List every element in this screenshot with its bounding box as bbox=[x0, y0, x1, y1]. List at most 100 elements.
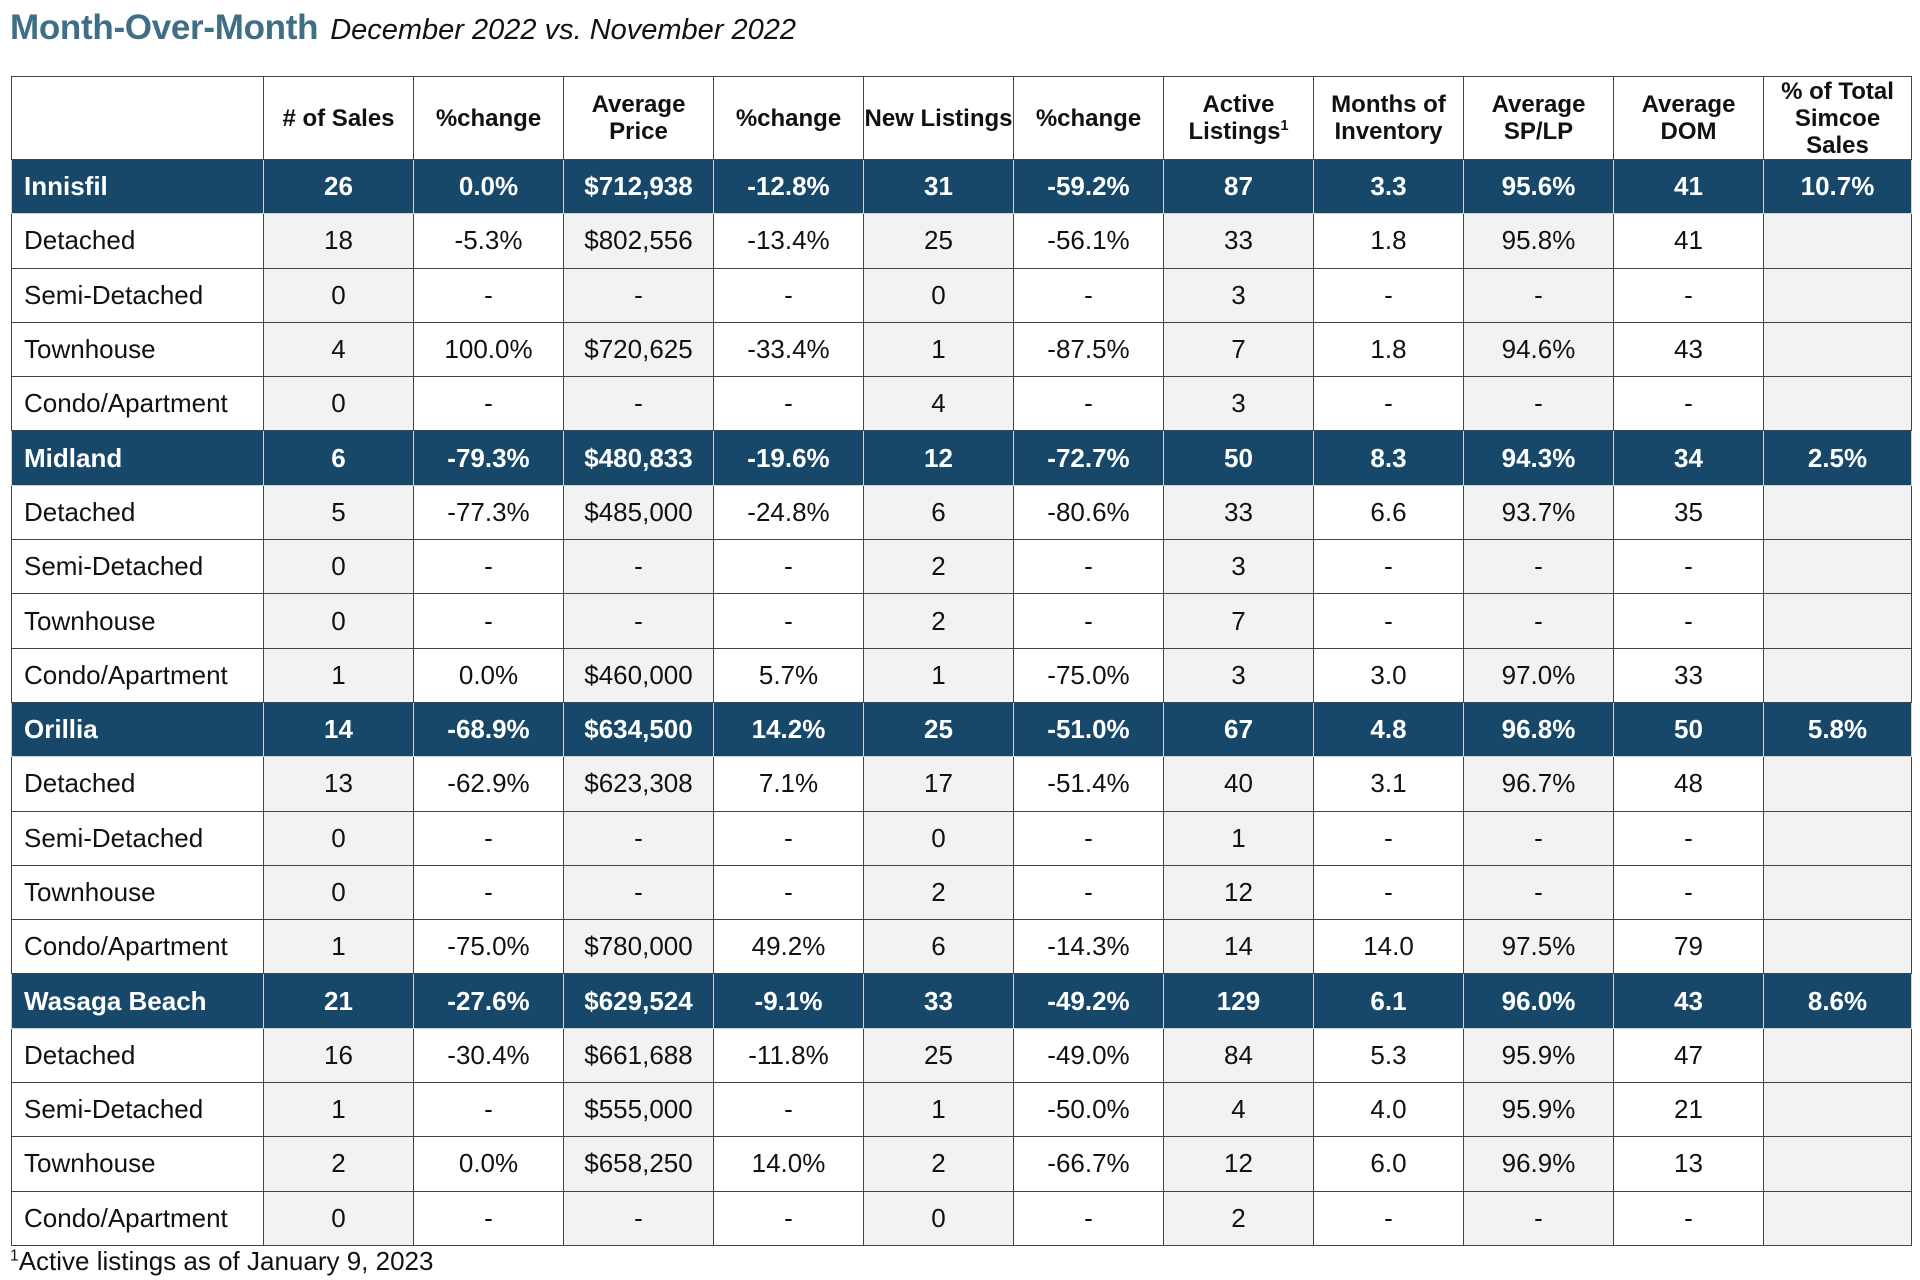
value-cell: 25 bbox=[863, 213, 1014, 269]
value-cell: - bbox=[1613, 267, 1764, 323]
value-cell: 25 bbox=[863, 1027, 1014, 1084]
area-value-cell: -9.1% bbox=[713, 973, 864, 1029]
value-cell: 94.6% bbox=[1463, 321, 1614, 378]
value-cell: 0 bbox=[263, 864, 414, 921]
value-cell: 0 bbox=[263, 267, 414, 323]
table-row: Townhouse 4 100.0% $720,625 -33.4% 1 -87.5% 7 1.… bbox=[11, 321, 1912, 378]
value-cell: $780,000 bbox=[563, 919, 714, 975]
area-value-cell: 8.6% bbox=[1763, 973, 1912, 1029]
value-cell: -51.4% bbox=[1013, 756, 1164, 812]
property-type-cell: Semi-Detached bbox=[11, 539, 264, 595]
area-value-cell: 34 bbox=[1613, 430, 1764, 486]
value-cell: 97.5% bbox=[1463, 919, 1614, 975]
area-value-cell: -72.7% bbox=[1013, 430, 1164, 486]
value-cell: 0.0% bbox=[413, 1136, 564, 1192]
area-name-cell: Wasaga Beach bbox=[11, 973, 264, 1029]
value-cell: - bbox=[713, 593, 864, 649]
value-cell: 21 bbox=[1613, 1082, 1764, 1138]
value-cell: 49.2% bbox=[713, 919, 864, 975]
value-cell: $485,000 bbox=[563, 484, 714, 541]
value-cell: - bbox=[1463, 810, 1614, 866]
value-cell: 3 bbox=[1163, 376, 1314, 432]
value-cell: - bbox=[713, 864, 864, 921]
value-cell: 2 bbox=[1163, 1190, 1314, 1247]
value-cell: 4.0 bbox=[1313, 1082, 1464, 1138]
value-cell: 0 bbox=[263, 593, 414, 649]
value-cell: 47 bbox=[1613, 1027, 1764, 1084]
value-cell: 12 bbox=[1163, 864, 1314, 921]
value-cell bbox=[1763, 1082, 1912, 1138]
area-value-cell: 67 bbox=[1163, 701, 1314, 758]
property-type-cell: Detached bbox=[11, 484, 264, 541]
value-cell: $658,250 bbox=[563, 1136, 714, 1192]
value-cell: 1 bbox=[263, 919, 414, 975]
value-cell: 17 bbox=[863, 756, 1014, 812]
value-cell: $802,556 bbox=[563, 213, 714, 269]
value-cell: 0 bbox=[263, 539, 414, 595]
area-row: Wasaga Beach 21 -27.6% $629,524 -9.1% 33 -49.2… bbox=[11, 973, 1912, 1029]
value-cell: - bbox=[713, 810, 864, 866]
value-cell: 0 bbox=[863, 1190, 1014, 1247]
area-value-cell: 96.8% bbox=[1463, 701, 1614, 758]
area-value-cell: $629,524 bbox=[563, 973, 714, 1029]
value-cell bbox=[1763, 321, 1912, 378]
column-header: Average SP/LP bbox=[1463, 76, 1614, 160]
value-cell: - bbox=[1613, 376, 1764, 432]
value-cell: 2 bbox=[863, 1136, 1014, 1192]
value-cell: 33 bbox=[1163, 484, 1314, 541]
area-value-cell: 129 bbox=[1163, 973, 1314, 1029]
value-cell: 95.9% bbox=[1463, 1027, 1614, 1084]
property-type-cell: Townhouse bbox=[11, 321, 264, 378]
property-type-cell: Semi-Detached bbox=[11, 810, 264, 866]
value-cell: -62.9% bbox=[413, 756, 564, 812]
value-cell: - bbox=[413, 864, 564, 921]
value-cell bbox=[1763, 1136, 1912, 1192]
value-cell: 3.1 bbox=[1313, 756, 1464, 812]
footnote-text: Active listings as of January 9, 2023 bbox=[18, 1246, 434, 1276]
value-cell bbox=[1763, 919, 1912, 975]
value-cell: - bbox=[1313, 810, 1464, 866]
value-cell: - bbox=[563, 864, 714, 921]
table-row: Detached 5 -77.3% $485,000 -24.8% 6 -80.6% 33 6.… bbox=[11, 484, 1912, 541]
column-header: %change bbox=[413, 76, 564, 160]
value-cell: $720,625 bbox=[563, 321, 714, 378]
table-row: Semi-Detached 0- - -0-3- - - bbox=[11, 267, 1912, 323]
value-cell: 7.1% bbox=[713, 756, 864, 812]
value-cell: 5.7% bbox=[713, 647, 864, 703]
column-header: % of Total Simcoe Sales bbox=[1763, 76, 1912, 160]
value-cell: -77.3% bbox=[413, 484, 564, 541]
value-cell: 4 bbox=[263, 321, 414, 378]
value-cell: - bbox=[1613, 1190, 1764, 1247]
value-cell: 97.0% bbox=[1463, 647, 1614, 703]
value-cell: 1 bbox=[1163, 810, 1314, 866]
property-type-cell: Condo/Apartment bbox=[11, 376, 264, 432]
value-cell bbox=[1763, 376, 1912, 432]
value-cell: 12 bbox=[1163, 1136, 1314, 1192]
value-cell: 7 bbox=[1163, 593, 1314, 649]
value-cell: -87.5% bbox=[1013, 321, 1164, 378]
value-cell: 14.0 bbox=[1313, 919, 1464, 975]
column-header: %change bbox=[713, 76, 864, 160]
value-cell: 18 bbox=[263, 213, 414, 269]
footnote-marker: 1 bbox=[1280, 118, 1289, 134]
table-row: Detached 18 -5.3% $802,556 -13.4% 25 -56.1% 33 1… bbox=[11, 213, 1912, 269]
value-cell: -80.6% bbox=[1013, 484, 1164, 541]
value-cell: - bbox=[713, 376, 864, 432]
value-cell: 2 bbox=[863, 593, 1014, 649]
area-value-cell: 6.1 bbox=[1313, 973, 1464, 1029]
value-cell: 13 bbox=[263, 756, 414, 812]
value-cell: - bbox=[1013, 1190, 1164, 1247]
value-cell: -24.8% bbox=[713, 484, 864, 541]
value-cell bbox=[1763, 593, 1912, 649]
value-cell bbox=[1763, 213, 1912, 269]
value-cell: - bbox=[1463, 1190, 1614, 1247]
area-value-cell: 50 bbox=[1163, 430, 1314, 486]
area-value-cell: 0.0% bbox=[413, 158, 564, 215]
area-value-cell: 6 bbox=[263, 430, 414, 486]
value-cell: - bbox=[413, 539, 564, 595]
value-cell: - bbox=[1313, 864, 1464, 921]
value-cell: 0 bbox=[263, 376, 414, 432]
value-cell: - bbox=[563, 267, 714, 323]
area-value-cell: 2.5% bbox=[1763, 430, 1912, 486]
property-type-cell: Townhouse bbox=[11, 1136, 264, 1192]
